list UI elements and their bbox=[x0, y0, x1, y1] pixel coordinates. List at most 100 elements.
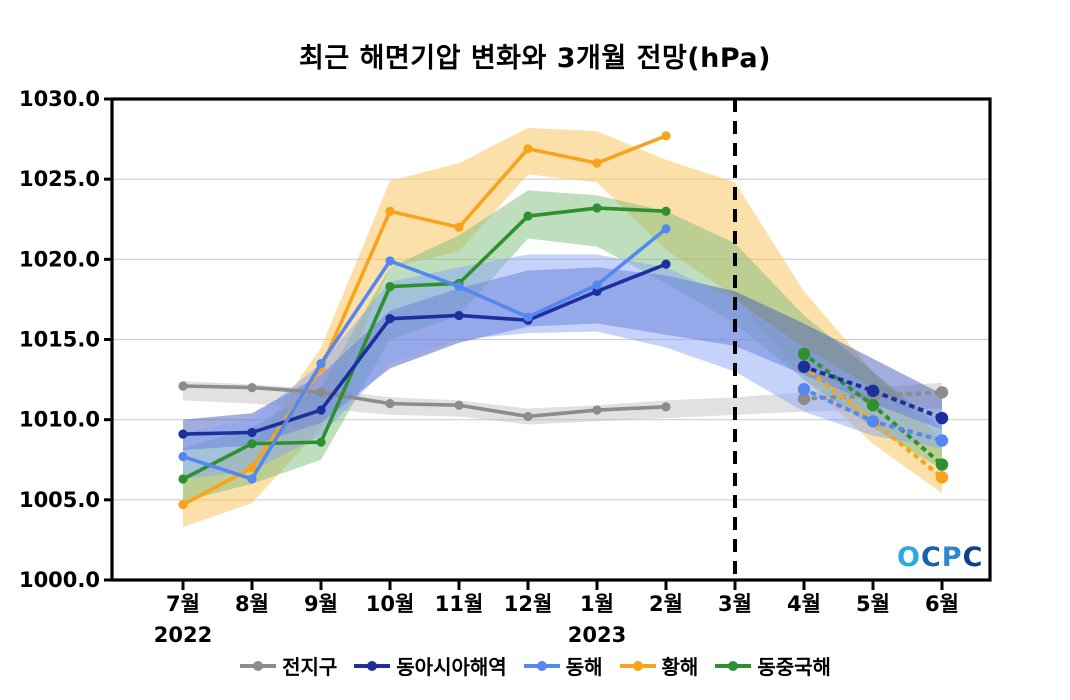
x-tick-label: 5월 bbox=[856, 592, 890, 616]
series-line-observed-yellow-sea bbox=[181, 134, 668, 507]
data-point-east-china-sea-m2 bbox=[316, 437, 326, 447]
data-point-east-asia-m7 bbox=[661, 259, 671, 269]
data-point-yellow-sea-m4 bbox=[454, 222, 464, 232]
data-point-global-m4 bbox=[454, 400, 464, 410]
forecast-point-east-asia-m9 bbox=[797, 360, 811, 373]
data-point-global-m6 bbox=[592, 405, 602, 415]
chart-title: 최근 해면기압 변화와 3개월 전망(hPa) bbox=[299, 43, 771, 74]
plot-border bbox=[110, 97, 992, 582]
data-point-east-sea-m5 bbox=[523, 312, 533, 322]
data-point-east-asia-m2 bbox=[316, 405, 326, 415]
data-point-east-sea-m6 bbox=[592, 280, 602, 290]
legend-marker-east-asia bbox=[354, 660, 391, 671]
x-tick-label: 12월 bbox=[504, 592, 553, 616]
legend-marker-east-sea bbox=[523, 660, 560, 671]
series-line-observed-east-asia bbox=[181, 262, 668, 436]
data-point-east-china-sea-m0 bbox=[178, 474, 188, 484]
series-band-east-asia bbox=[183, 267, 942, 451]
year-label: 2022 bbox=[154, 623, 212, 647]
forecast-point-east-sea-m10 bbox=[866, 415, 880, 428]
data-point-east-sea-m2 bbox=[316, 358, 326, 369]
data-point-yellow-sea-m6 bbox=[592, 158, 602, 168]
y-tick-label: 1015.0 bbox=[19, 328, 100, 352]
y-tick-label: 1005.0 bbox=[19, 488, 100, 512]
y-tick-label: 1010.0 bbox=[19, 408, 100, 432]
forecast-point-east-sea-m9 bbox=[797, 383, 811, 396]
legend-marker-east-china-sea bbox=[715, 660, 752, 671]
series-band-yellow-sea bbox=[183, 127, 942, 528]
legend-label-east-sea: 동해 bbox=[565, 655, 603, 679]
forecast-point-east-sea-m11 bbox=[935, 434, 949, 447]
data-point-east-china-sea-m3 bbox=[385, 281, 395, 292]
data-point-yellow-sea-m1 bbox=[247, 463, 257, 473]
series-band-east-china-sea bbox=[183, 190, 942, 502]
data-point-east-asia-m4 bbox=[454, 310, 464, 321]
legend-marker-yellow-sea bbox=[619, 660, 656, 671]
legend-marker-global bbox=[240, 660, 277, 671]
data-point-global-m7 bbox=[661, 402, 671, 412]
data-point-east-sea-m4 bbox=[454, 281, 464, 292]
data-point-yellow-sea-m3 bbox=[385, 206, 395, 216]
chart-legend: 전지구 동아시아해역 동해 황해 동중국해 bbox=[0, 651, 1070, 680]
legend-item-global: 전지구 bbox=[239, 651, 337, 680]
data-point-east-asia-m1 bbox=[247, 427, 257, 438]
forecast-point-east-china-sea-m10 bbox=[866, 399, 880, 412]
data-point-east-asia-m3 bbox=[385, 314, 395, 324]
data-point-east-sea-m3 bbox=[385, 256, 395, 266]
y-tick-label: 1020.0 bbox=[19, 247, 100, 271]
data-point-east-china-sea-m1 bbox=[247, 439, 257, 449]
forecast-point-global-m9 bbox=[797, 392, 811, 406]
forecast-point-east-asia-m10 bbox=[866, 384, 880, 398]
x-tick-label: 3월 bbox=[718, 592, 752, 616]
series-line-forecast-east-asia bbox=[801, 364, 945, 421]
x-tick-label: 4월 bbox=[787, 592, 821, 616]
data-point-global-m5 bbox=[523, 411, 533, 422]
data-point-east-sea-m7 bbox=[661, 224, 671, 234]
legend-label-east-asia: 동아시아해역 bbox=[396, 655, 507, 679]
x-tick-label: 10월 bbox=[366, 592, 415, 616]
data-point-yellow-sea-m7 bbox=[661, 131, 671, 141]
series-line-observed-global bbox=[181, 384, 668, 419]
series-band-east-sea bbox=[183, 254, 942, 479]
x-tick-label: 2월 bbox=[649, 592, 683, 616]
series-line-observed-east-sea bbox=[181, 227, 668, 481]
data-point-east-sea-m0 bbox=[178, 451, 188, 462]
series-band-global bbox=[183, 381, 942, 425]
legend-item-east-asia: 동아시아해역 bbox=[353, 651, 507, 680]
legend-label-yellow-sea: 황해 bbox=[661, 655, 699, 679]
legend-label-global: 전지구 bbox=[282, 655, 338, 679]
data-point-yellow-sea-m0 bbox=[178, 500, 188, 510]
data-point-global-m0 bbox=[178, 381, 188, 391]
data-point-east-china-sea-m6 bbox=[592, 203, 602, 213]
legend-item-east-china-sea: 동중국해 bbox=[714, 651, 831, 680]
x-tick-label: 8월 bbox=[235, 592, 269, 616]
data-point-global-m1 bbox=[247, 383, 257, 393]
x-tick-label: 6월 bbox=[925, 592, 959, 616]
data-point-global-m2 bbox=[316, 387, 326, 398]
x-tick-label: 1월 bbox=[580, 592, 614, 616]
forecast-point-east-china-sea-m9 bbox=[797, 347, 811, 361]
x-tick-label: 11월 bbox=[435, 592, 484, 616]
series-line-observed-east-china-sea bbox=[181, 206, 668, 481]
legend-label-east-china-sea: 동중국해 bbox=[757, 655, 831, 679]
data-point-east-asia-m6 bbox=[592, 286, 602, 296]
year-label: 2023 bbox=[568, 623, 626, 647]
legend-item-yellow-sea: 황해 bbox=[619, 651, 699, 680]
data-point-east-china-sea-m7 bbox=[661, 206, 671, 216]
forecast-point-yellow-sea-m11 bbox=[935, 471, 949, 484]
ocpc-logo: OCPC bbox=[897, 542, 983, 573]
x-tick-label: 9월 bbox=[304, 592, 338, 616]
x-tick-label: 7월 bbox=[166, 592, 200, 616]
data-point-yellow-sea-m5 bbox=[523, 144, 533, 154]
data-point-east-asia-m0 bbox=[178, 429, 188, 439]
y-tick-label: 1000.0 bbox=[19, 568, 100, 592]
y-tick-label: 1030.0 bbox=[19, 87, 100, 111]
data-point-east-sea-m1 bbox=[247, 474, 257, 484]
forecast-point-global-m11 bbox=[935, 386, 949, 399]
data-point-global-m3 bbox=[385, 399, 395, 409]
y-tick-label: 1025.0 bbox=[19, 167, 100, 191]
forecast-point-east-china-sea-m11 bbox=[935, 458, 949, 471]
legend-item-east-sea: 동해 bbox=[523, 651, 603, 680]
